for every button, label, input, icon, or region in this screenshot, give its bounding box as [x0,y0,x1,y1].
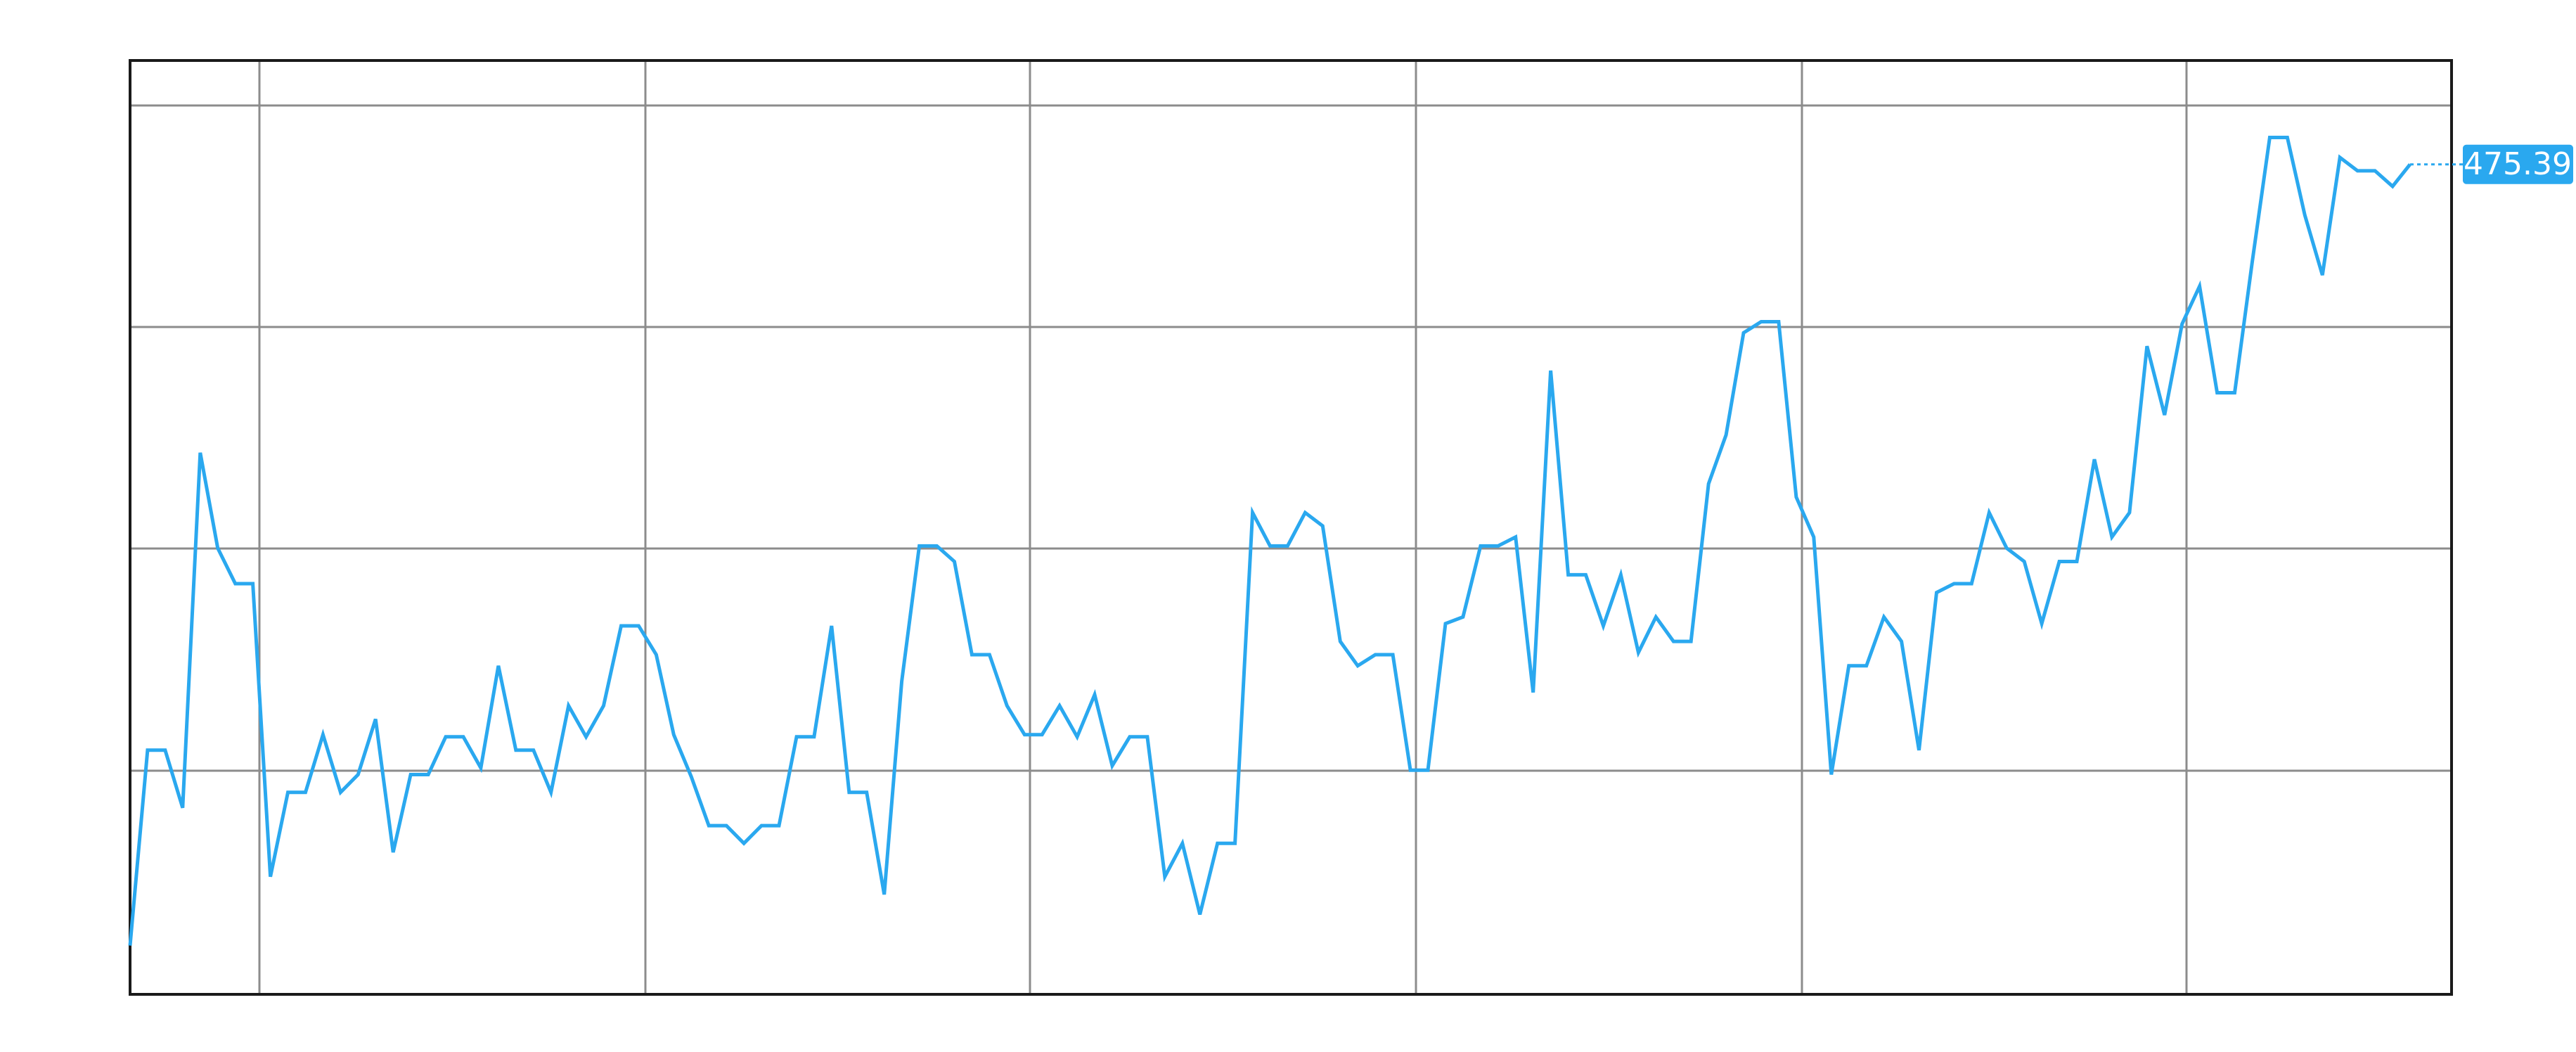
last-value-label: 475.39 [2464,146,2572,182]
plot-frame [129,59,2453,996]
badge-background [2463,144,2573,184]
grid [130,60,2452,994]
price-line [128,136,2411,946]
last-value-badge: 475.39 [2463,144,2573,184]
